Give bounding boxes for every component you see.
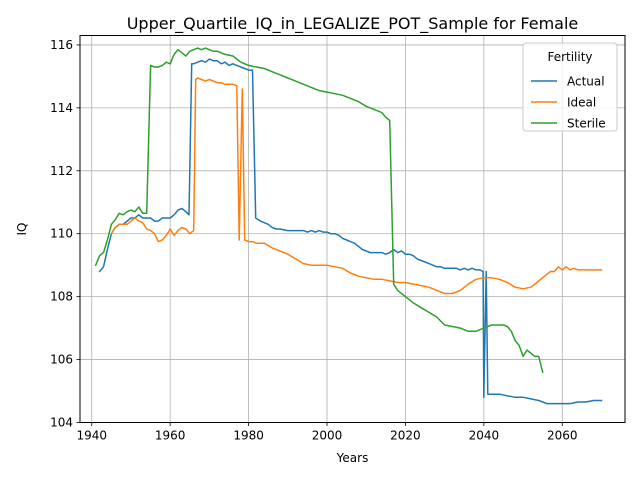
y-tick-label: 106 [50,353,73,367]
y-tick-label: 108 [50,290,73,304]
x-tick-label: 2000 [312,429,343,443]
x-axis-label: Years [336,451,369,465]
x-tick-label: 1940 [76,429,107,443]
legend-entries: Actual Ideal Sterile [531,75,606,131]
series-line-sterile [94,47,544,374]
x-tick-label: 2020 [390,429,421,443]
y-tick-label: 116 [50,38,73,52]
legend-box [522,42,618,132]
legend-label-ideal: Ideal [567,96,596,110]
legend-label-sterile: Sterile [567,117,606,131]
series-line-ideal [110,77,603,295]
series-line-actual [98,58,603,405]
x-tick-label: 2040 [469,429,500,443]
legend-label-actual: Actual [567,75,605,89]
y-axis-label: IQ [15,223,29,236]
chart-title: Upper_Quartile_IQ_in_LEGALIZE_POT_Sample… [127,14,579,34]
tick-layer: 1940 1960 1980 2000 2020 2040 2060 104 106 108 110… [50,38,577,443]
series-layer [94,47,603,405]
legend: Fertility Actual Ideal Sterile [522,42,618,132]
y-tick-label: 110 [50,227,73,241]
legend-title: Fertility [547,50,592,64]
y-tick-label: 104 [50,416,73,430]
plot-frame [79,35,626,423]
x-tick-label: 2060 [547,429,578,443]
y-tick-label: 112 [50,164,73,178]
y-tick-label: 114 [50,101,73,115]
x-tick-label: 1980 [233,429,264,443]
x-tick-label: 1960 [155,429,186,443]
